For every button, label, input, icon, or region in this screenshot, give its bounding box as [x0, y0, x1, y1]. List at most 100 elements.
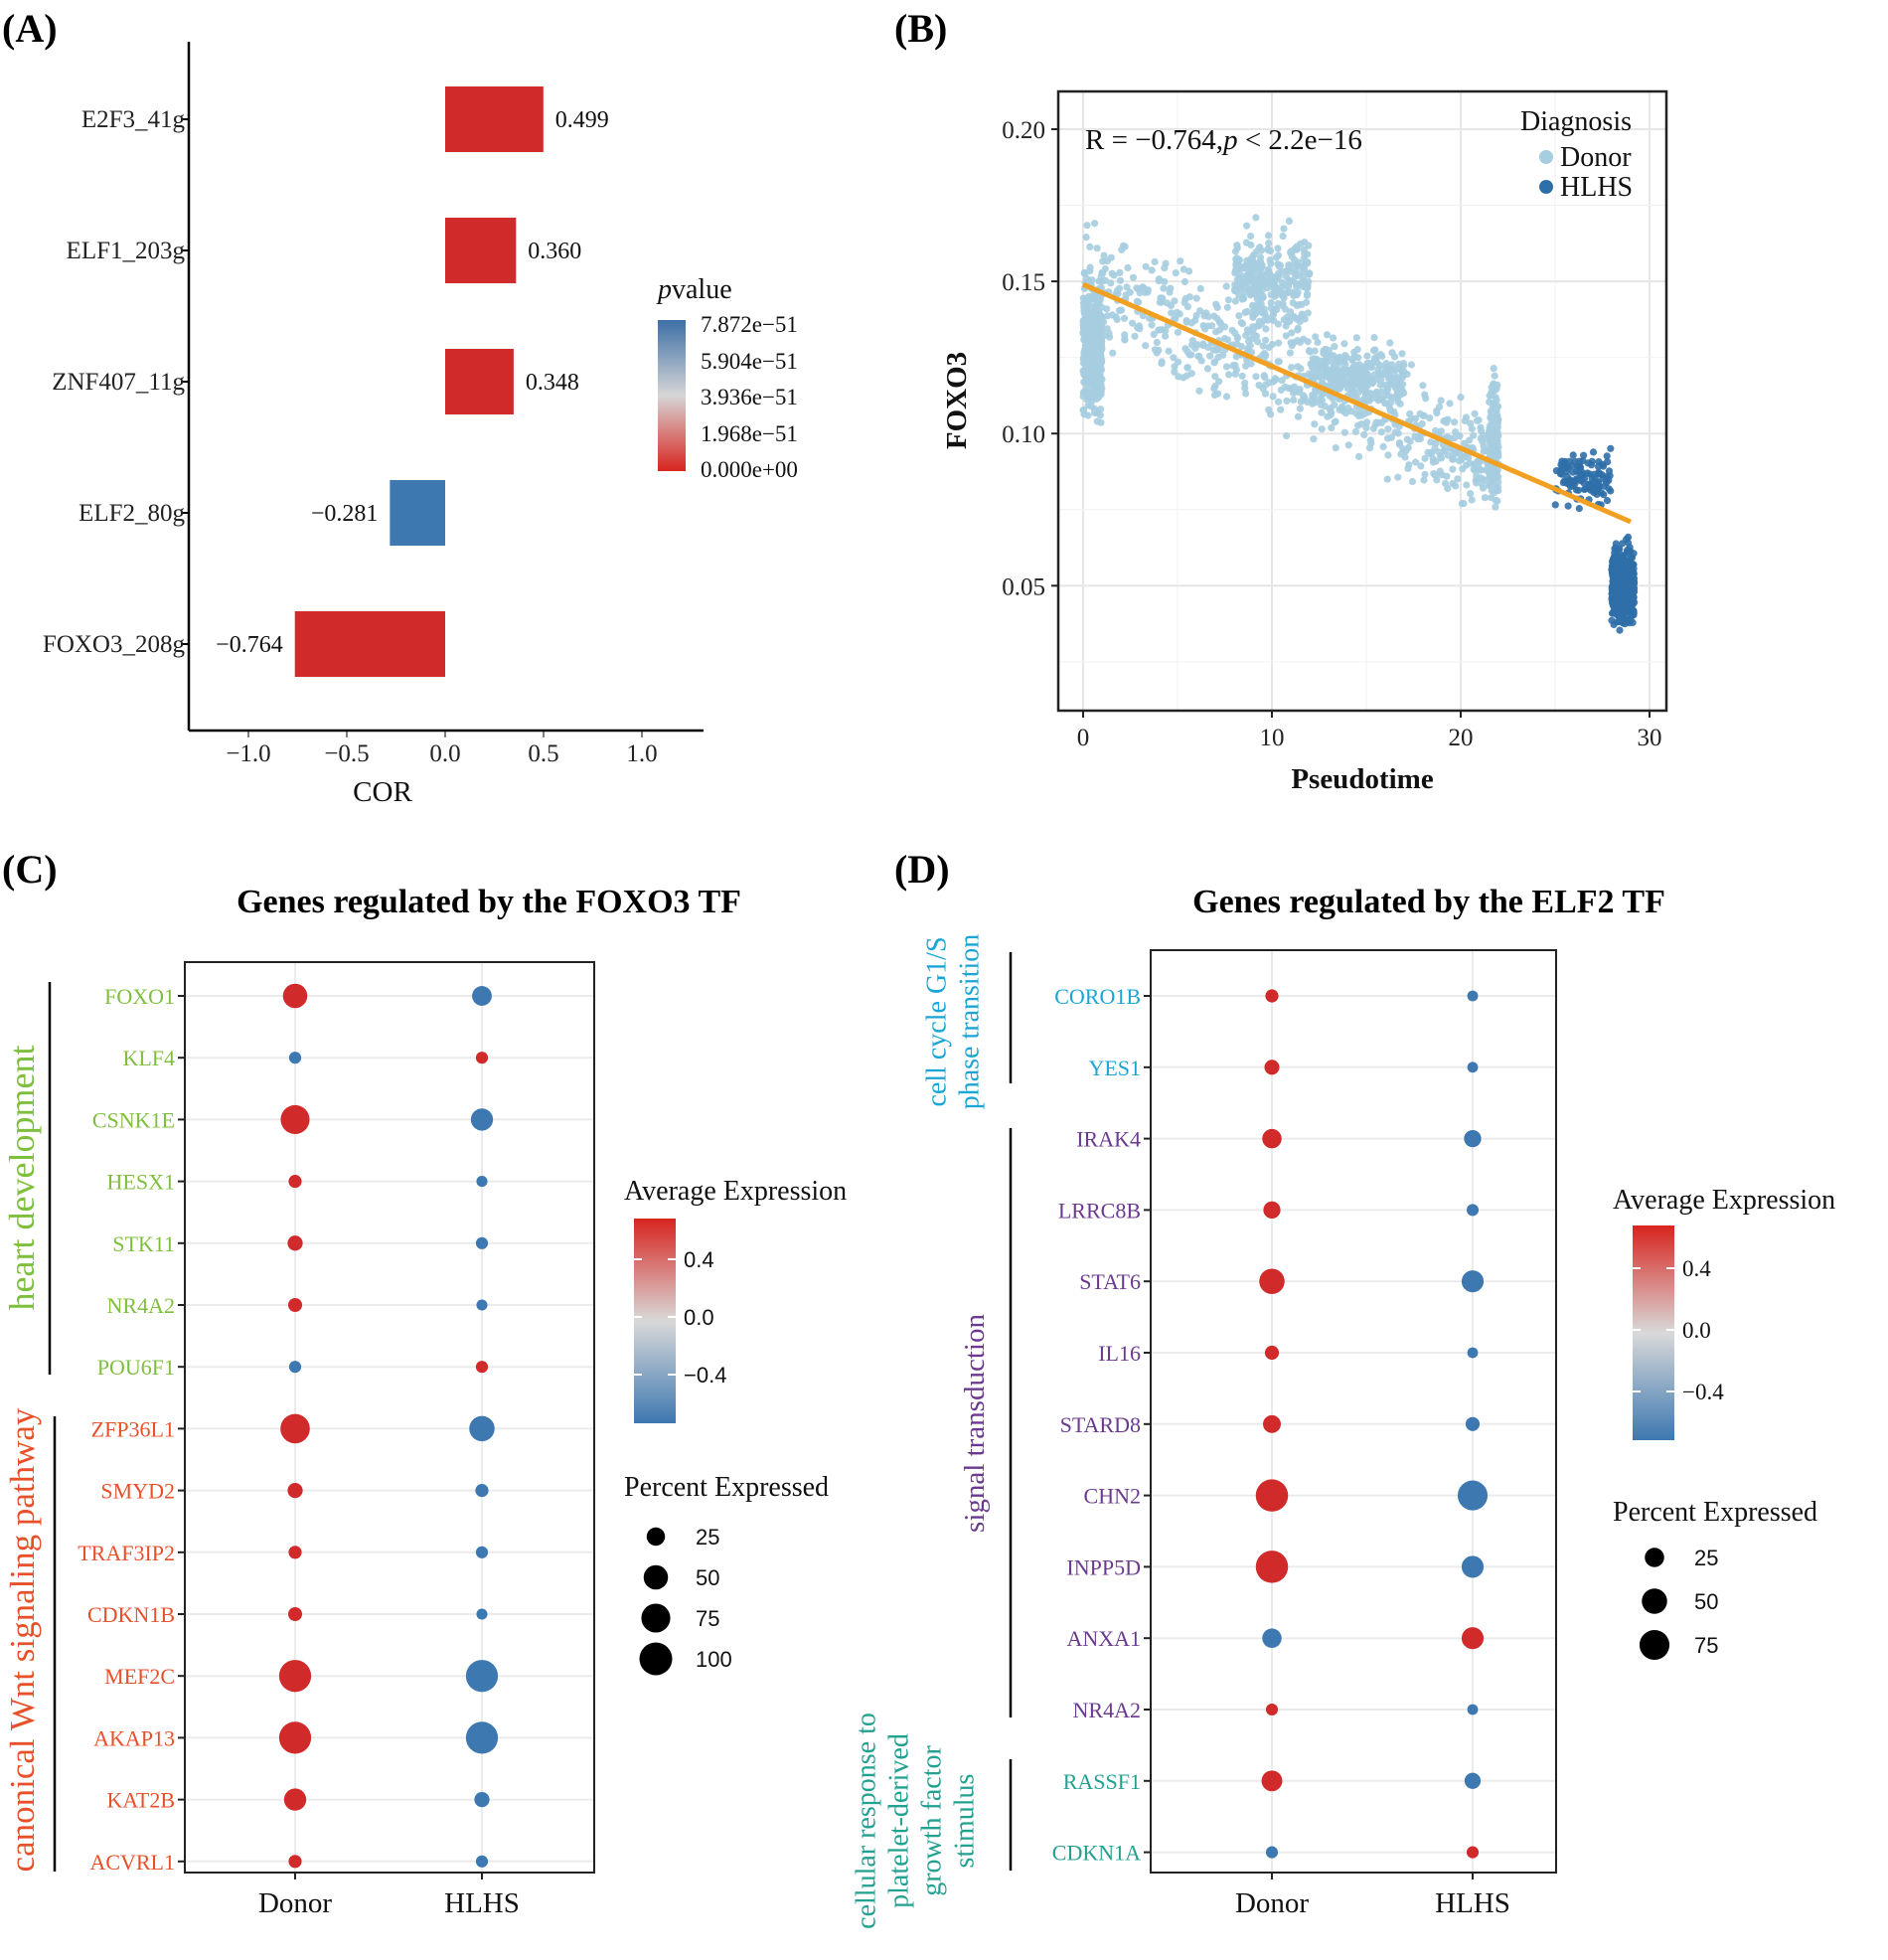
- point-donor: [1158, 358, 1166, 366]
- point-donor: [1276, 261, 1284, 269]
- group-label-line: cell cycle G1/S: [922, 936, 953, 1106]
- point-donor: [1331, 373, 1338, 381]
- colorbar-label: 0.000e+00: [701, 457, 798, 482]
- point-donor: [1387, 433, 1395, 441]
- point-hlhs: [1569, 482, 1577, 490]
- point-hlhs: [1608, 563, 1617, 572]
- point-hlhs: [1609, 599, 1617, 607]
- point-donor: [1201, 325, 1209, 333]
- point-donor: [1479, 484, 1488, 492]
- point-donor: [1084, 354, 1092, 362]
- point-donor: [1360, 430, 1368, 438]
- point-donor: [1116, 268, 1124, 276]
- expr-colorbar: [1633, 1225, 1674, 1440]
- dot-hlhs-yes1: [1467, 1062, 1479, 1073]
- point-donor: [1255, 317, 1263, 326]
- dot-donor-zfp36l1: [280, 1413, 310, 1444]
- point-donor: [1351, 427, 1359, 435]
- panel-label-a: (A): [2, 6, 58, 51]
- point-donor: [1304, 281, 1312, 289]
- point-donor: [1262, 336, 1270, 344]
- bar-value-label: 0.499: [555, 107, 609, 133]
- point-donor: [1490, 365, 1497, 373]
- point-donor: [1234, 259, 1242, 267]
- point-donor: [1249, 252, 1257, 260]
- point-donor: [1225, 371, 1233, 379]
- pvalue-legend-italic: p: [656, 274, 672, 305]
- point-donor: [1097, 311, 1105, 319]
- dot-hlhs-zfp36l1: [469, 1415, 495, 1442]
- point-donor: [1135, 322, 1143, 330]
- point-donor: [1432, 471, 1440, 480]
- dot-hlhs-nr4a2: [476, 1299, 488, 1311]
- point-donor: [1272, 376, 1280, 384]
- point-donor: [1269, 393, 1277, 401]
- point-donor: [1355, 361, 1363, 369]
- point-donor: [1144, 288, 1152, 296]
- point-hlhs: [1569, 451, 1577, 459]
- point-donor: [1323, 367, 1331, 375]
- point-donor: [1314, 338, 1322, 346]
- dot-hlhs-foxo1: [472, 986, 492, 1006]
- point-donor: [1264, 316, 1272, 324]
- dot-hlhs-coro1b: [1467, 990, 1479, 1002]
- point-donor: [1212, 300, 1220, 308]
- point-donor: [1352, 334, 1360, 342]
- point-donor: [1091, 345, 1099, 353]
- point-donor: [1473, 416, 1481, 424]
- dot-donor-mef2c: [278, 1660, 312, 1693]
- point-donor: [1328, 423, 1336, 432]
- bar-value-label: −0.764: [216, 632, 283, 658]
- expr-legend-title: Average Expression: [1613, 1185, 1835, 1216]
- point-donor: [1139, 283, 1148, 291]
- point-donor: [1272, 253, 1280, 261]
- point-hlhs: [1606, 472, 1614, 480]
- point-donor: [1261, 374, 1269, 382]
- y-tick-label: 0.20: [1002, 117, 1045, 144]
- point-donor: [1339, 408, 1347, 415]
- point-donor: [1153, 349, 1161, 357]
- point-donor: [1251, 302, 1259, 310]
- point-donor: [1340, 340, 1348, 348]
- x-tick-label: −1.0: [226, 740, 270, 767]
- point-donor: [1079, 407, 1087, 414]
- colorbar-label: 0.4: [684, 1247, 714, 1272]
- correlation-r: R = −0.764,: [1085, 124, 1223, 156]
- point-donor: [1266, 256, 1274, 264]
- point-hlhs: [1617, 573, 1625, 581]
- point-donor: [1252, 373, 1260, 381]
- point-donor: [1264, 265, 1272, 273]
- point-donor: [1249, 325, 1257, 334]
- point-donor: [1419, 382, 1427, 390]
- point-donor: [1114, 289, 1122, 298]
- x-tick-label-hlhs: HLHS: [1435, 1887, 1510, 1919]
- bar-elf2-80g: [390, 480, 445, 546]
- point-donor: [1113, 315, 1121, 324]
- dot-hlhs-chn2: [1457, 1480, 1489, 1511]
- point-donor: [1451, 418, 1459, 426]
- point-donor: [1394, 429, 1402, 437]
- regression-line: [1082, 281, 1632, 525]
- point-donor: [1485, 482, 1494, 490]
- gene-label-acvrl1: ACVRL1: [89, 1850, 175, 1875]
- point-donor: [1386, 339, 1394, 347]
- point-donor: [1443, 472, 1451, 480]
- point-donor: [1372, 418, 1380, 426]
- point-donor: [1088, 276, 1096, 284]
- group-label-sig: signal transduction: [959, 1314, 991, 1533]
- point-donor: [1311, 420, 1319, 428]
- point-donor: [1108, 311, 1117, 319]
- point-hlhs: [1589, 448, 1598, 456]
- panel-b-scatter-plot: 0 10 20 30 0.05 0.10 0.15 0.20 R = −0.764,p < 2…: [941, 89, 1668, 795]
- point-donor: [1188, 341, 1196, 349]
- point-donor: [1379, 442, 1387, 450]
- point-donor: [1168, 309, 1176, 317]
- x-tick-label-donor: Donor: [258, 1887, 332, 1919]
- point-donor: [1351, 365, 1359, 373]
- point-donor: [1097, 406, 1105, 413]
- point-donor: [1287, 261, 1295, 269]
- point-donor: [1286, 349, 1294, 357]
- gene-label-rassf1: RASSF1: [1063, 1769, 1141, 1794]
- dot-donor-traf3ip2: [288, 1546, 302, 1559]
- point-donor: [1288, 342, 1296, 350]
